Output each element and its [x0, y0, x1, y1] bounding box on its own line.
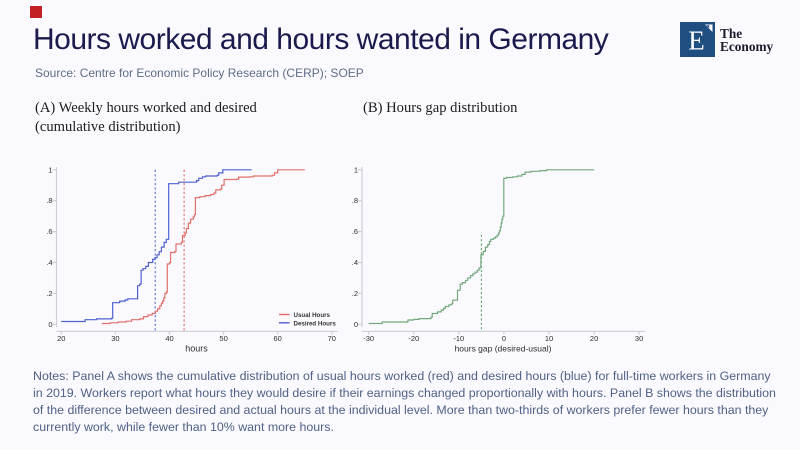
svg-text:40: 40 — [165, 334, 173, 343]
svg-text:20: 20 — [590, 334, 598, 343]
svg-text:0: 0 — [502, 334, 506, 343]
svg-text:1: 1 — [354, 165, 358, 174]
svg-text:30: 30 — [635, 334, 643, 343]
svg-text:.4: .4 — [46, 258, 52, 267]
svg-text:.2: .2 — [46, 289, 52, 298]
svg-text:50: 50 — [219, 334, 227, 343]
svg-text:.2: .2 — [352, 289, 358, 298]
svg-text:0: 0 — [48, 320, 52, 329]
svg-text:E: E — [688, 26, 705, 56]
svg-text:10: 10 — [545, 334, 553, 343]
svg-text:0: 0 — [354, 320, 358, 329]
svg-text:.6: .6 — [352, 227, 358, 236]
svg-text:30: 30 — [111, 334, 119, 343]
svg-text:.8: .8 — [46, 196, 52, 205]
svg-text:.4: .4 — [352, 258, 358, 267]
svg-text:20: 20 — [57, 334, 65, 343]
svg-text:60: 60 — [274, 334, 282, 343]
svg-text:Desired Hours: Desired Hours — [294, 320, 337, 327]
svg-text:-30: -30 — [363, 334, 374, 343]
svg-text:1: 1 — [48, 165, 52, 174]
svg-text:hours gap (desired-usual): hours gap (desired-usual) — [455, 344, 552, 354]
svg-text:Usual Hours: Usual Hours — [294, 312, 331, 319]
svg-text:-20: -20 — [408, 334, 419, 343]
svg-text:.8: .8 — [352, 196, 358, 205]
svg-text:70: 70 — [328, 334, 336, 343]
svg-text:-10: -10 — [453, 334, 464, 343]
svg-text:.6: .6 — [46, 227, 52, 236]
svg-text:hours: hours — [185, 344, 208, 354]
